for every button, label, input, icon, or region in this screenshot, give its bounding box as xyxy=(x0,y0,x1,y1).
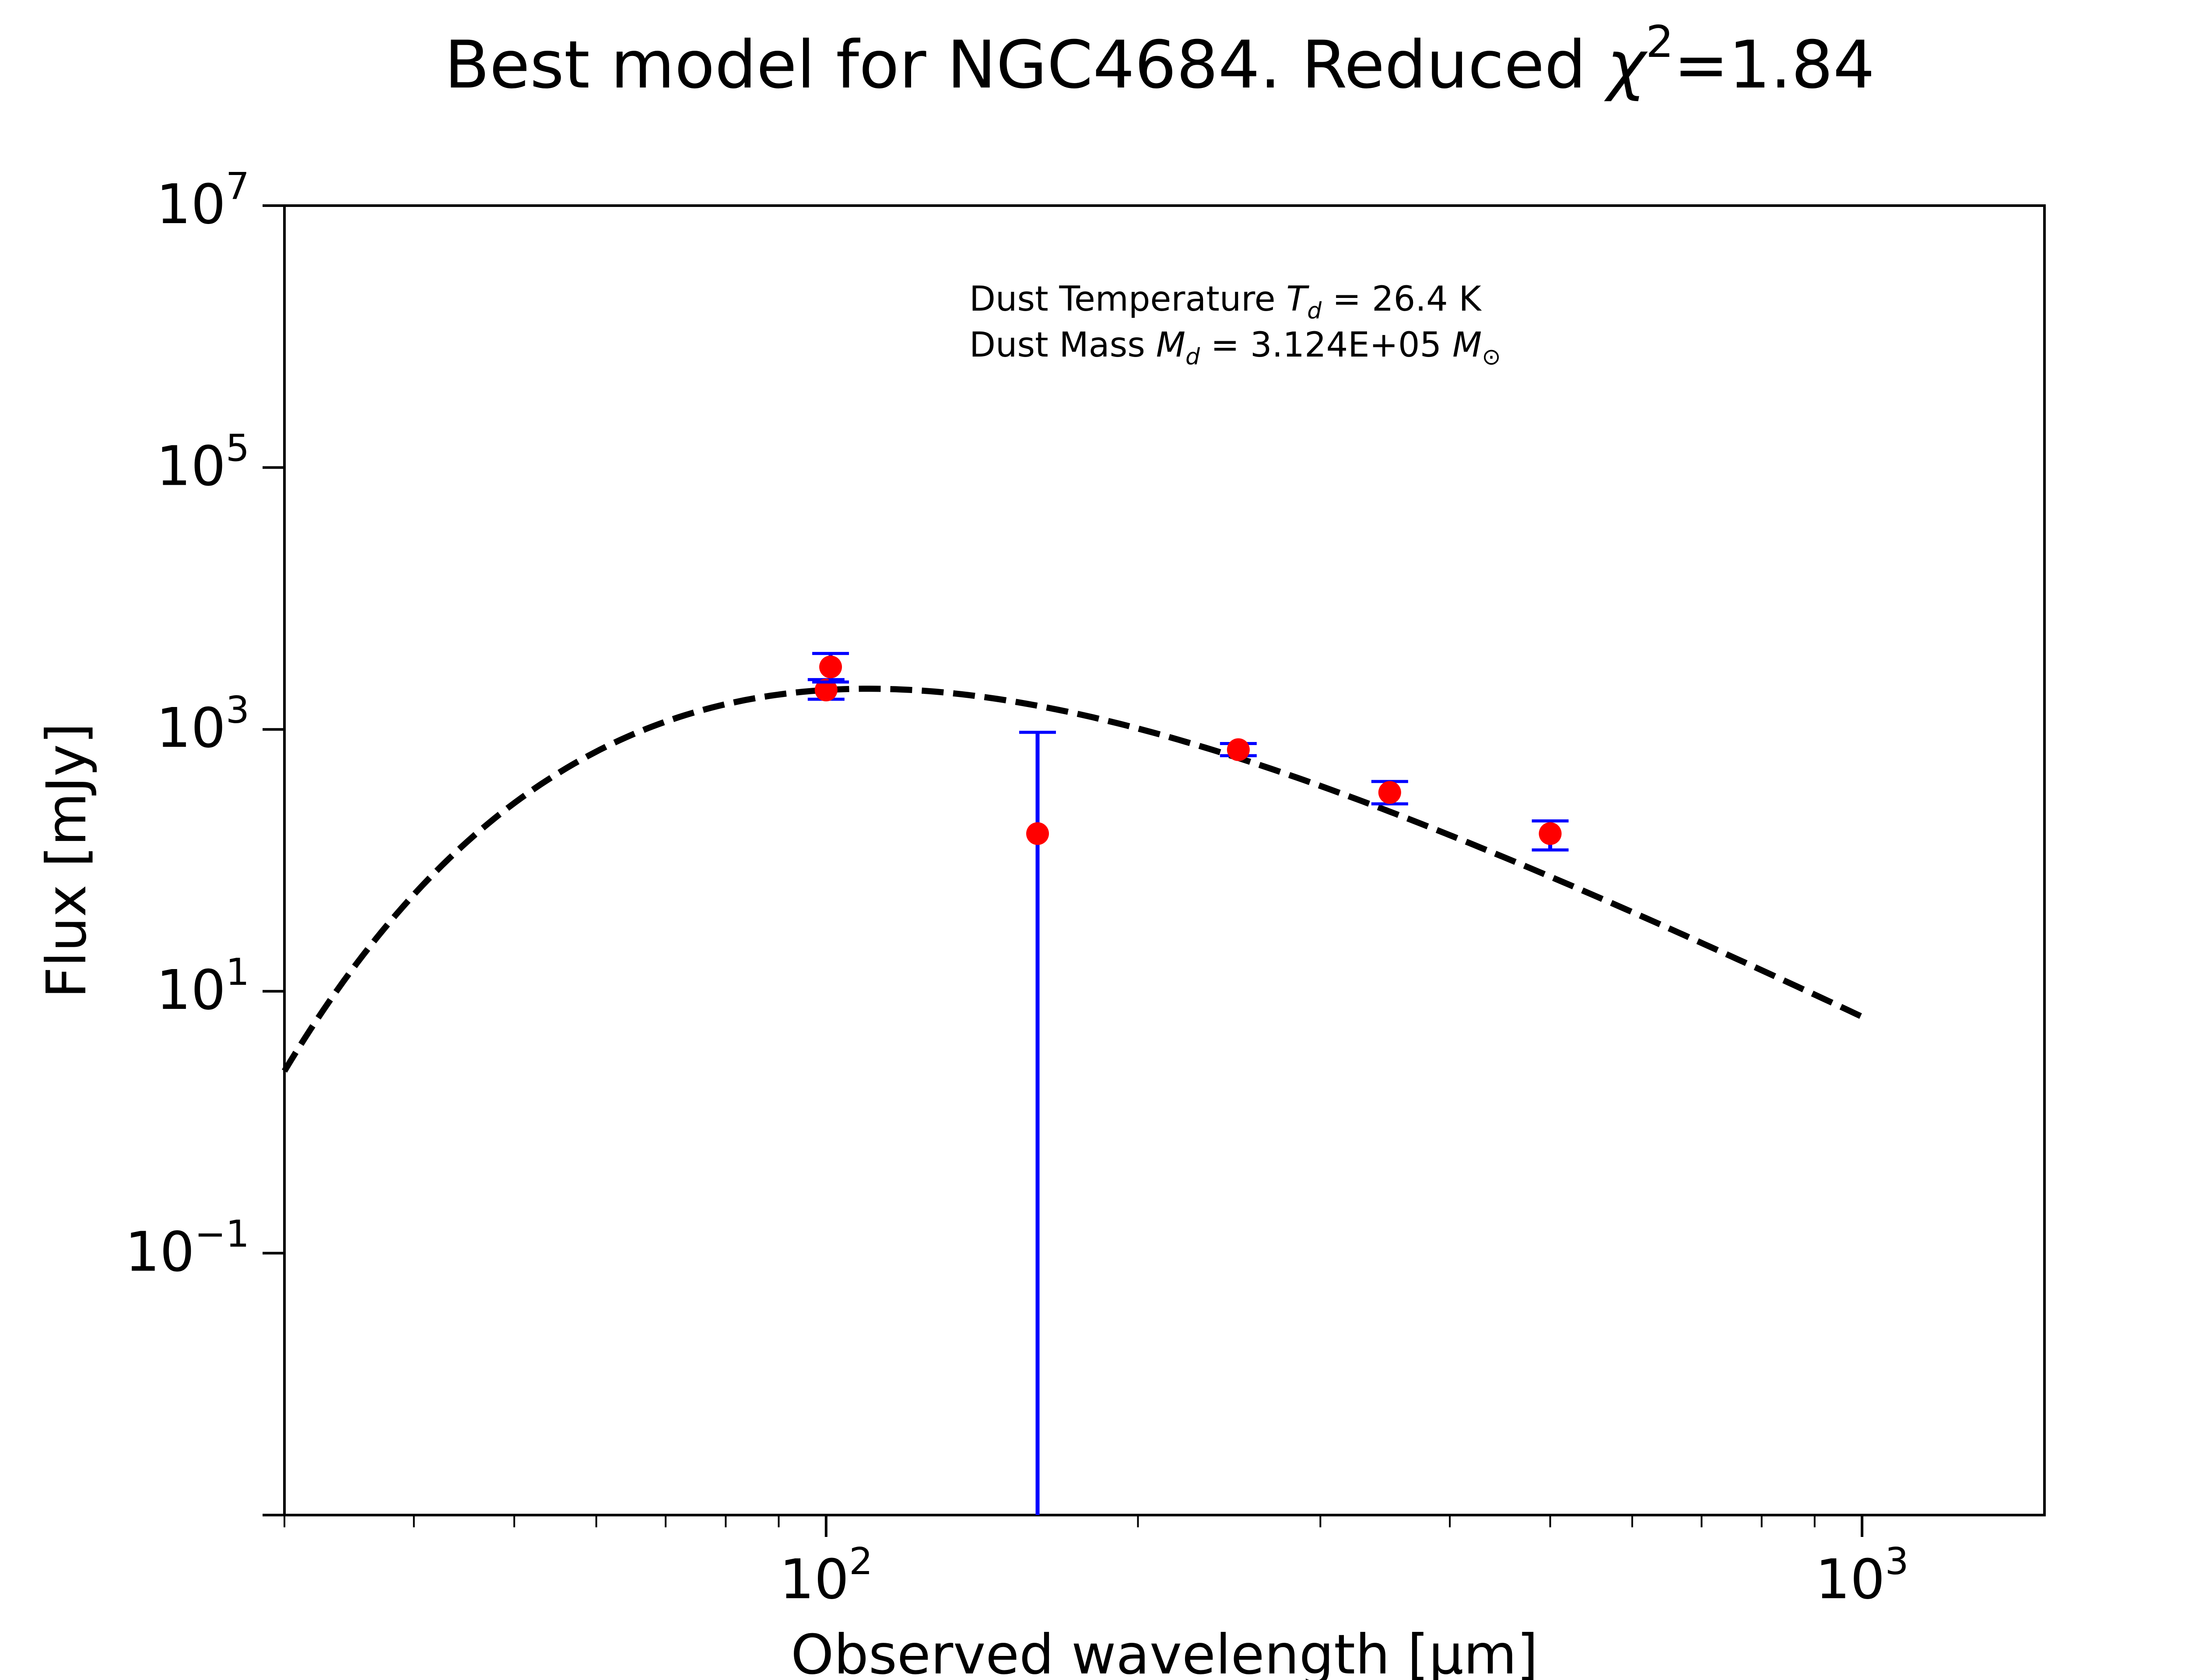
data-point xyxy=(819,655,842,679)
model-curve xyxy=(282,686,1864,1073)
data-point xyxy=(1026,822,1049,845)
title-chi-exponent: 2 xyxy=(1646,16,1674,67)
x-tick-label: 103 xyxy=(1816,1540,1909,1611)
y-tick-label: 103 xyxy=(156,689,249,760)
dust-temperature-annotation: Dust Temperature Td = 26.4 K xyxy=(969,280,1482,324)
x-axis-label: Observed wavelength [μm] xyxy=(791,1623,1538,1680)
plot-area xyxy=(283,204,2046,1516)
title-main: Best model for NGC4684. Reduced xyxy=(445,27,1607,103)
y-tick-label: 10−1 xyxy=(125,1212,249,1284)
x-tick-label: 102 xyxy=(779,1540,873,1611)
y-tick-label: 101 xyxy=(156,951,249,1022)
dust-mass-annotation: Dust Mass Md = 3.124E+05 M⊙ xyxy=(969,326,1501,370)
model-curve-layer xyxy=(282,686,1864,1073)
y-tick-label: 105 xyxy=(156,427,249,498)
data-point xyxy=(1539,822,1562,845)
title-value: =1.84 xyxy=(1674,27,1875,103)
title-chi-symbol: χ xyxy=(1604,27,1648,103)
errorbar-layer xyxy=(807,652,1569,1515)
chart-title: Best model for NGC4684. Reduced χ2=1.84 xyxy=(445,16,1875,103)
data-point xyxy=(1378,781,1401,804)
y-axis-label: Flux [mJy] xyxy=(35,723,98,998)
data-point xyxy=(1227,738,1250,761)
data-point xyxy=(814,679,838,702)
y-tick-label: 107 xyxy=(156,165,249,236)
axis-ticks: 102 103 10−1 101 103 105 107 xyxy=(125,165,1909,1611)
